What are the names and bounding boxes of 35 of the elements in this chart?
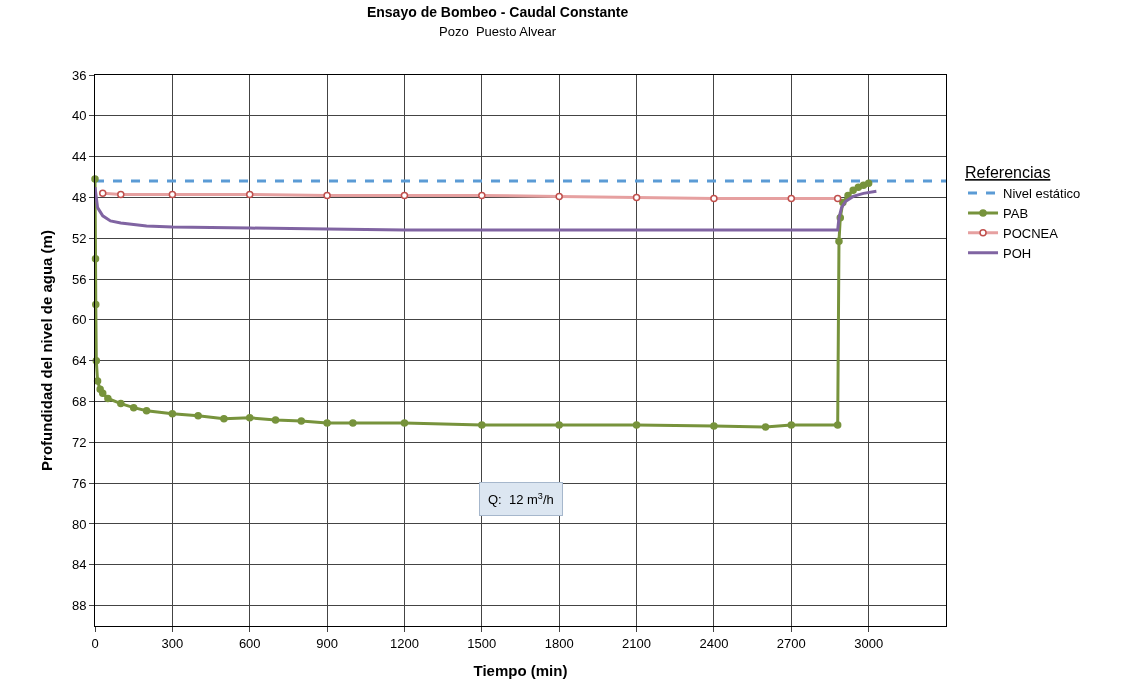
y-tick-label: 36 [71, 67, 87, 83]
x-tick-label: 1200 [389, 635, 419, 651]
y-tick-label: 72 [71, 434, 87, 450]
x-tick-label: 1800 [544, 635, 574, 651]
chart-subtitle: Pozo Puesto Alvear [439, 23, 557, 39]
y-tick-label: 48 [71, 189, 87, 205]
x-tick-label: 900 [316, 635, 338, 651]
legend-label: PAB [1003, 205, 1029, 221]
x-tick-label: 2400 [699, 635, 729, 651]
x-tick-label: 1500 [467, 635, 497, 651]
x-tick-label: 0 [91, 635, 99, 651]
y-tick-label: 88 [71, 598, 87, 614]
x-axis-title: Tiempo (min) [473, 661, 568, 679]
y-tick-label: 76 [71, 475, 87, 491]
y-tick-label: 68 [71, 394, 87, 410]
y-tick-label: 40 [71, 108, 87, 124]
y-axis-title: Profundidad del nivel de agua (m) [38, 230, 56, 471]
chart-title: Ensayo de Bombeo - Caudal Constante [366, 4, 629, 21]
x-tick-label: 2100 [622, 635, 652, 651]
x-tick-label: 300 [161, 635, 184, 651]
y-tick-label: 84 [71, 557, 87, 573]
annotation: Q: 12 m$^{3}$/h [488, 491, 554, 508]
y-tick-label: 80 [71, 516, 87, 532]
x-tick-label: 2700 [776, 635, 806, 651]
y-tick-label: 64 [71, 353, 87, 369]
y-tick-label: 56 [71, 271, 87, 287]
x-tick-label: 3000 [854, 635, 884, 651]
legend-title: Referencias [965, 164, 1051, 182]
legend-label: POCNEA [1003, 225, 1059, 241]
legend-label: Nivel estático [1003, 186, 1081, 202]
y-tick-label: 60 [71, 312, 87, 328]
y-tick-label: 44 [71, 149, 87, 165]
x-tick-label: 600 [238, 635, 261, 651]
legend-label: POH [1003, 245, 1032, 261]
y-tick-label: 52 [71, 230, 87, 246]
